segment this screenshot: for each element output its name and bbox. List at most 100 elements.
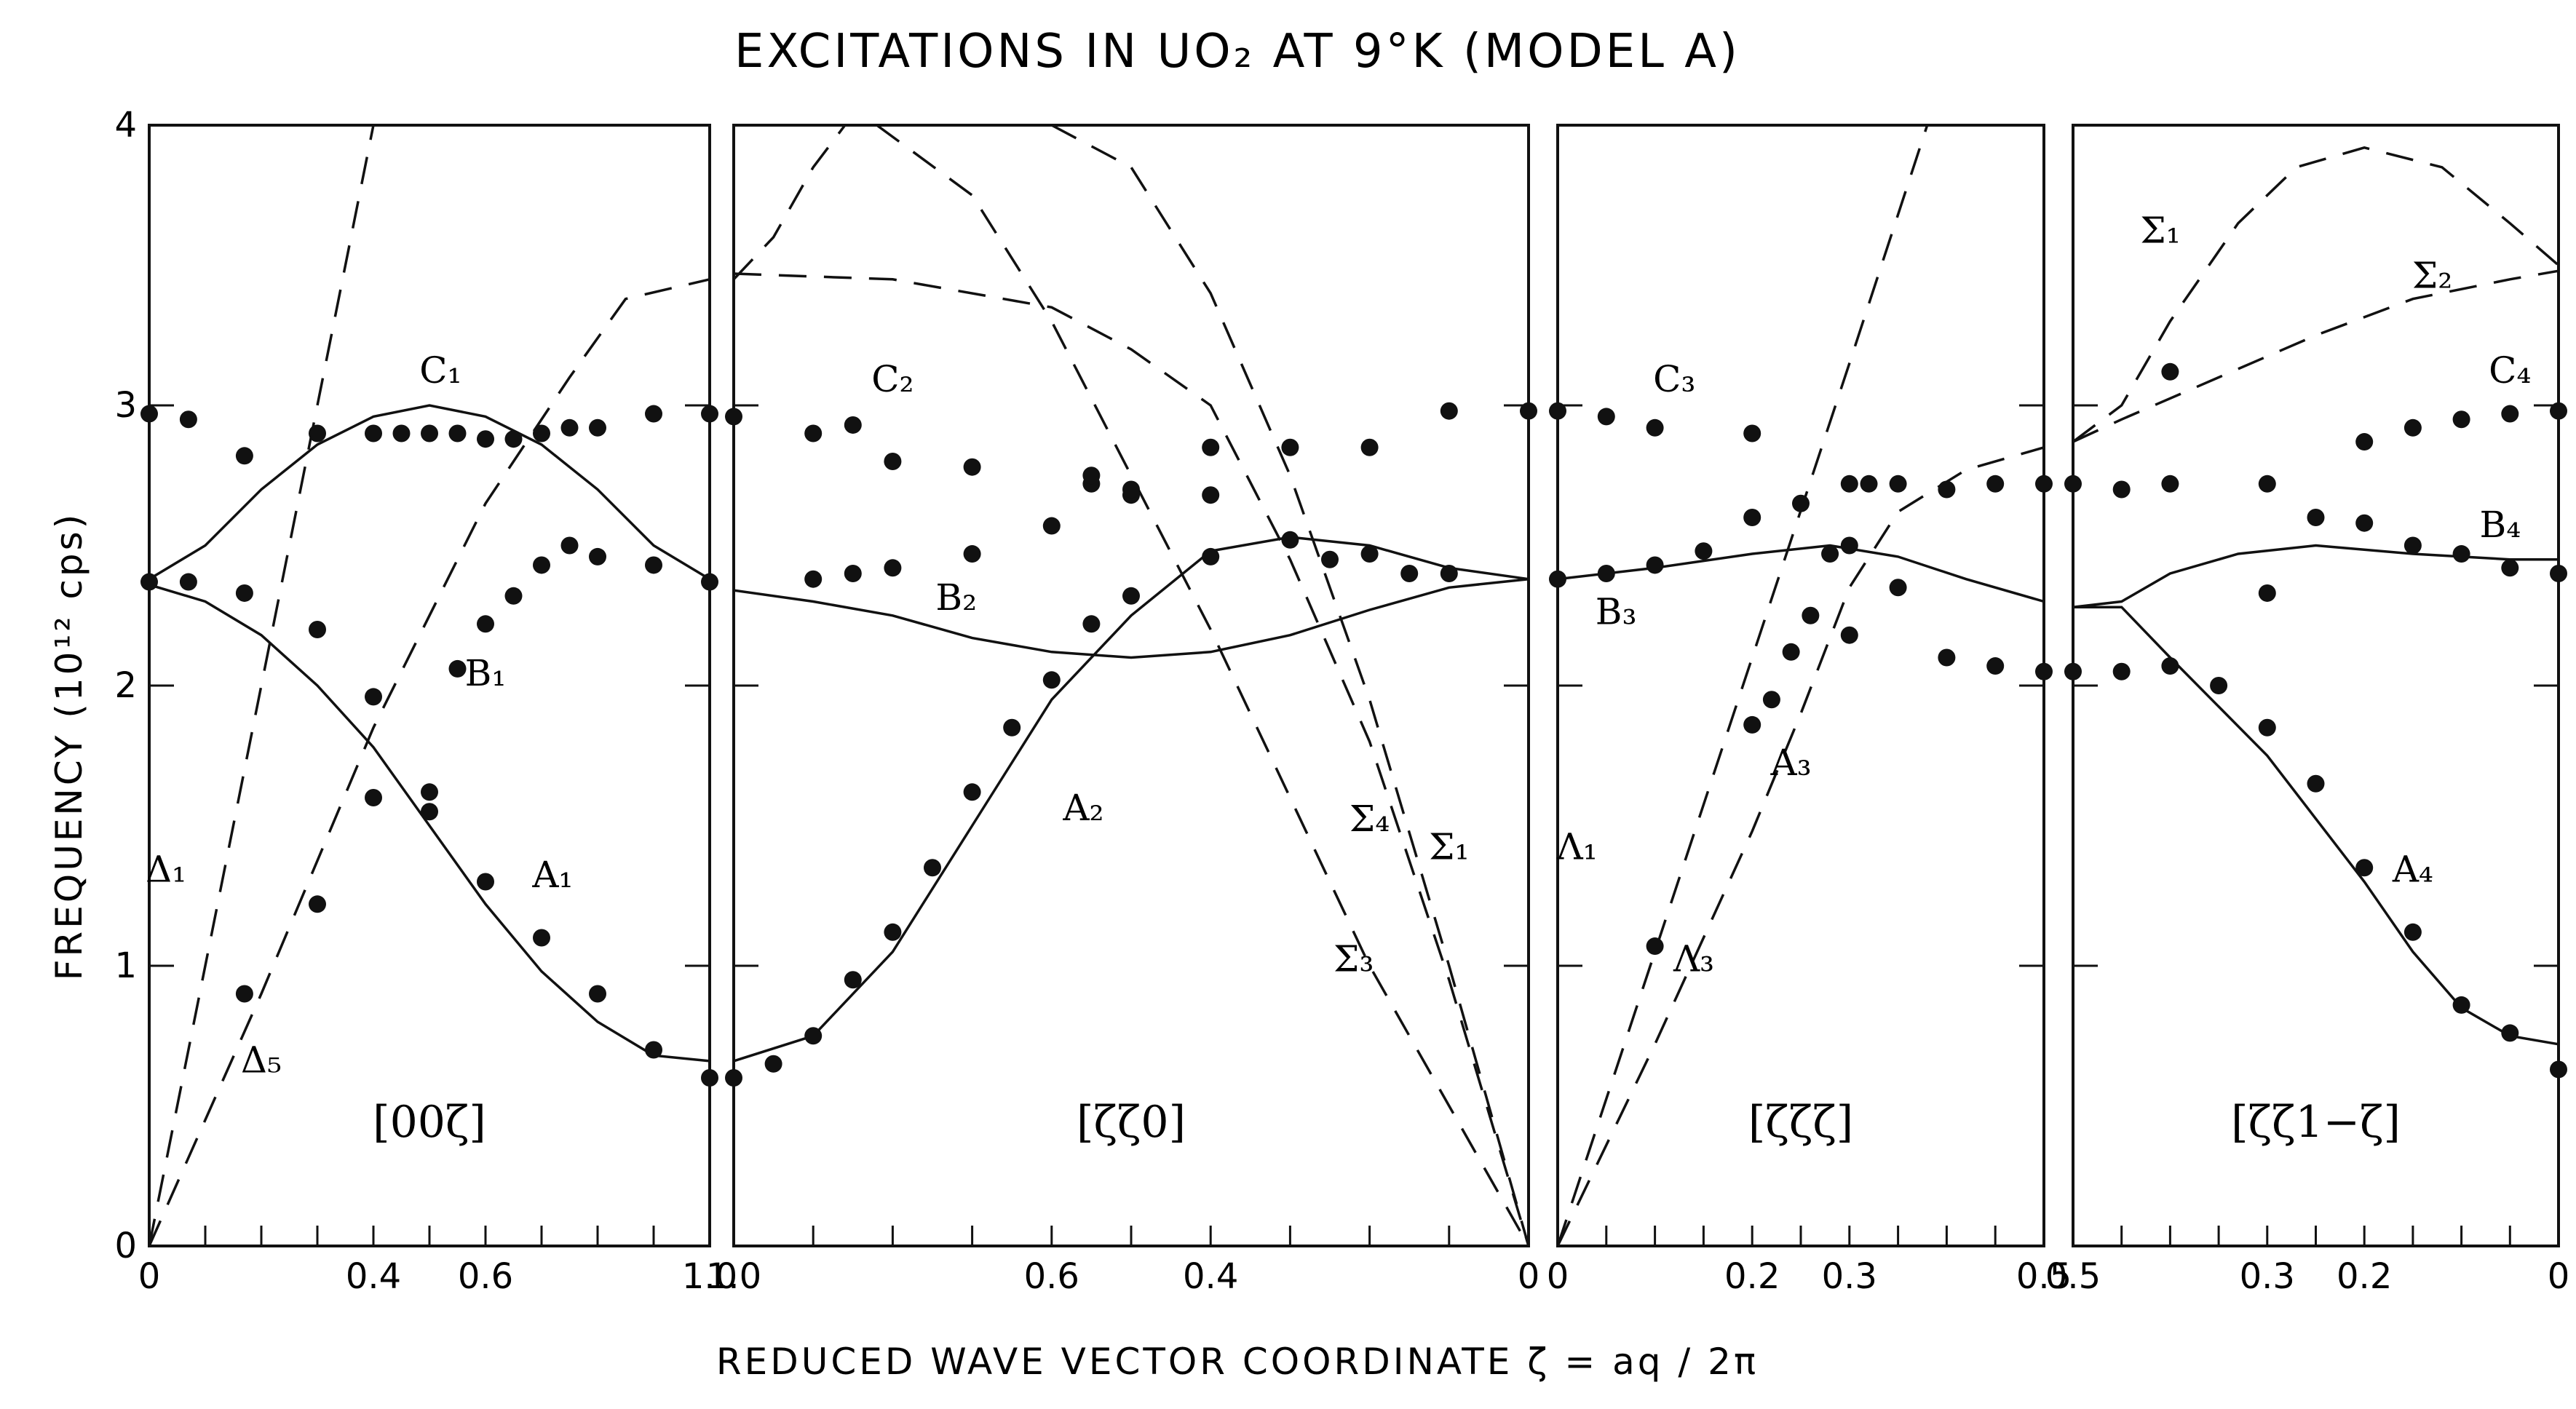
y-tick-label: 3 <box>114 385 137 426</box>
curve-label: Σ₃ <box>1333 938 1374 980</box>
curve-label: B₃ <box>1596 590 1637 632</box>
data-point <box>804 1027 823 1045</box>
data-point <box>1743 715 1761 734</box>
panel-direction-label: [ζζζ] <box>1748 1097 1853 1148</box>
data-point <box>477 430 494 448</box>
data-point <box>2355 859 2374 877</box>
data-point <box>1646 556 1664 574</box>
curve-label: Σ₂ <box>2412 254 2452 296</box>
data-point <box>1042 517 1061 535</box>
data-point <box>2112 480 2131 499</box>
data-point <box>1840 536 1858 555</box>
data-point <box>1597 408 1615 426</box>
panel-direction-label: [ζζ0] <box>1077 1097 1186 1148</box>
data-point <box>589 418 606 437</box>
x-tick-label: 0.2 <box>1724 1256 1780 1297</box>
data-point <box>392 424 411 442</box>
panel-4: 0.5 0.3 0.2 0 Σ₁ Σ₂ C₄ B₄ A₄ [ζζ1−ζ] <box>2045 124 2570 1297</box>
data-point <box>1986 475 2005 493</box>
data-point <box>421 803 438 821</box>
x-tick-label: 0 <box>138 1256 161 1297</box>
panel-direction-label: [00ζ] <box>373 1097 486 1148</box>
curve-label: A₃ <box>1770 742 1812 784</box>
data-point <box>924 859 941 877</box>
data-point <box>645 405 662 423</box>
curve-dashed <box>1050 124 1530 1247</box>
data-point <box>844 971 862 989</box>
data-point <box>2112 662 2131 680</box>
data-point <box>963 783 981 801</box>
curve-dashed <box>2072 269 2559 443</box>
data-point <box>884 923 902 941</box>
y-tick-label: 1 <box>114 945 137 986</box>
data-point <box>963 458 981 476</box>
y-axis-label: FREQUENCY (10¹² cps) <box>48 512 90 980</box>
data-point <box>2452 996 2470 1014</box>
data-point <box>365 424 382 442</box>
data-point <box>477 615 494 633</box>
data-point <box>1938 480 1956 499</box>
curve-solid <box>148 404 710 581</box>
x-tick-label: 0.2 <box>2337 1256 2392 1297</box>
chart-title: EXCITATIONS IN UO₂ AT 9°K (MODEL A) <box>734 25 1740 79</box>
data-point <box>179 573 197 591</box>
data-point <box>1360 438 1379 456</box>
data-point <box>1122 480 1140 499</box>
x-tick-label: 1.0 <box>706 1256 761 1297</box>
data-point <box>309 424 326 442</box>
data-point <box>804 570 823 588</box>
data-point <box>235 584 253 602</box>
data-point <box>235 447 253 465</box>
data-point <box>448 659 467 678</box>
curve-label: A₁ <box>531 854 573 896</box>
curve-label: C₄ <box>2489 349 2531 392</box>
panel-1: 0 0.4 0.6 1.0 C₁ B₁ A₁ Δ₁ Δ₅ [00ζ] <box>138 124 737 1297</box>
data-point <box>533 556 550 574</box>
x-axis-label: REDUCED WAVE VECTOR COORDINATE ζ = aq / … <box>716 1341 1759 1383</box>
data-point <box>448 424 467 442</box>
y-tick-labels: 0 1 2 3 4 <box>114 105 137 1266</box>
data-point <box>589 547 606 565</box>
x-tick-label: 0.5 <box>2045 1256 2101 1297</box>
data-point <box>701 573 718 591</box>
data-point <box>1743 424 1761 442</box>
panel-direction-label: [ζζ1−ζ] <box>2231 1097 2401 1148</box>
curve-solid <box>2073 606 2559 1046</box>
data-point <box>1549 402 1566 420</box>
curve-label: Δ₅ <box>241 1039 282 1081</box>
data-point <box>1202 486 1220 504</box>
curve-dashed <box>148 278 710 1247</box>
data-point <box>179 410 197 429</box>
curve-solid <box>733 577 1529 659</box>
data-point <box>1840 626 1858 644</box>
data-point <box>645 556 662 574</box>
y-tick-label: 0 <box>114 1226 137 1266</box>
data-point <box>1122 587 1140 605</box>
data-point <box>1281 438 1299 456</box>
panel-frame <box>732 124 1530 1247</box>
x-tick-label: 0 <box>2548 1256 2570 1297</box>
data-point <box>1400 565 1419 582</box>
data-point <box>1762 691 1780 709</box>
data-point <box>560 418 579 437</box>
curve-label: C₂ <box>871 358 914 400</box>
data-point <box>1082 467 1101 485</box>
data-point <box>1597 565 1615 582</box>
data-point <box>884 453 902 470</box>
curve-dashed <box>732 124 847 281</box>
data-point <box>701 405 718 423</box>
data-point <box>1281 531 1299 549</box>
data-point <box>533 424 550 442</box>
data-point <box>1938 648 1956 667</box>
panel-3: 0 0.2 0.3 0.5 C₃ B₃ A₃ Λ₁ Λ₃ [ζζζ] <box>1547 124 2072 1297</box>
data-point <box>1840 475 1858 493</box>
data-point <box>2501 1024 2519 1042</box>
curve-label: B₁ <box>465 652 507 694</box>
data-point <box>140 405 158 423</box>
data-point <box>2403 536 2422 555</box>
data-point <box>2258 475 2276 493</box>
panel-frame <box>2072 124 2560 1247</box>
x-tick-label: 1.0 <box>682 1256 737 1297</box>
data-point <box>140 573 158 591</box>
data-point <box>1743 509 1761 526</box>
